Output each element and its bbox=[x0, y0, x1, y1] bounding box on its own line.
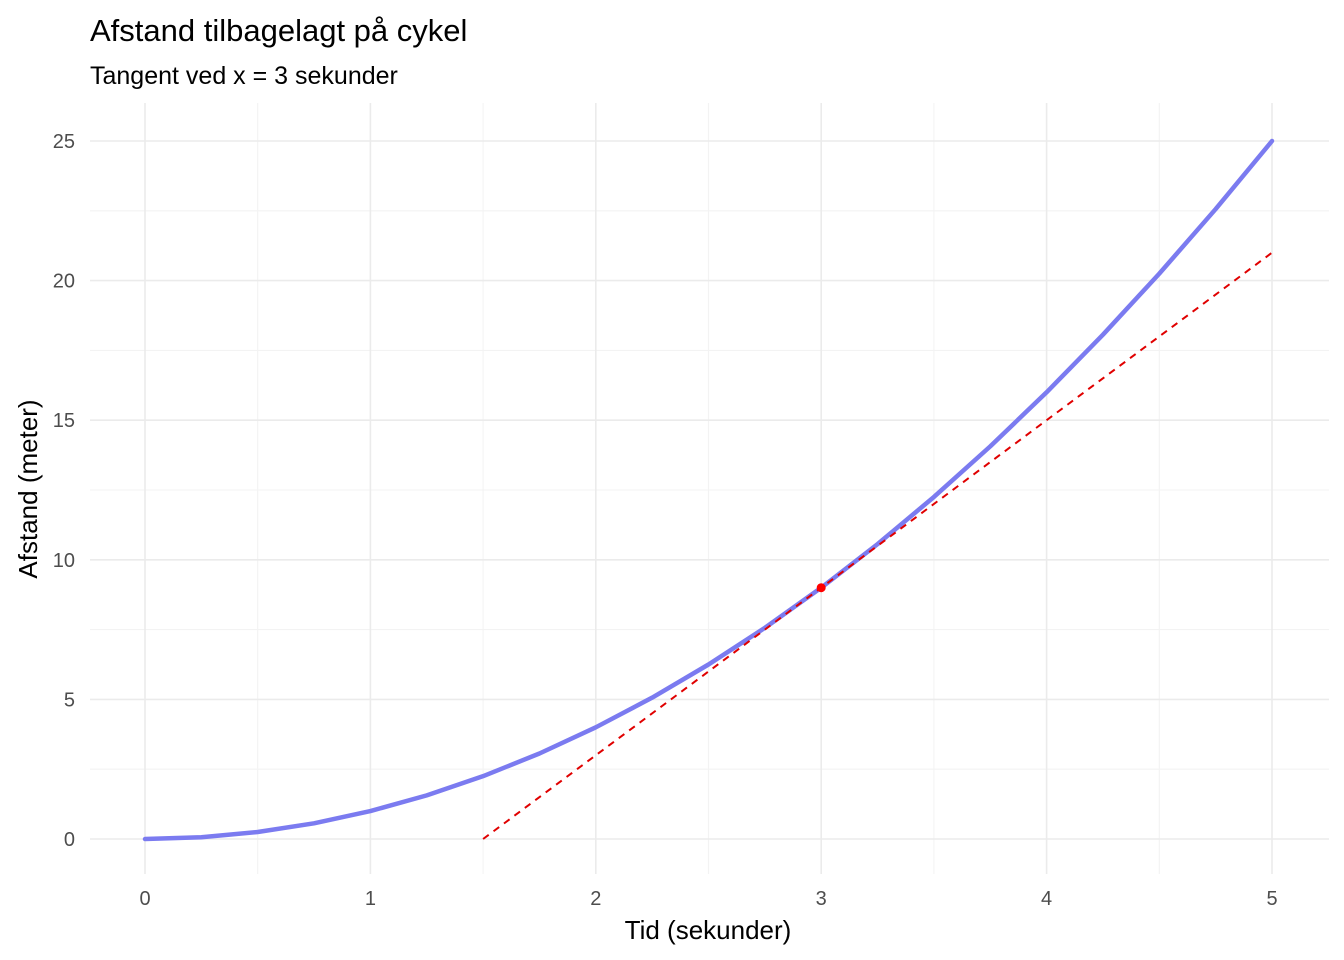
x-tick-label: 1 bbox=[365, 888, 376, 910]
y-tick-label: 20 bbox=[53, 271, 75, 293]
x-tick-label: 5 bbox=[1266, 888, 1277, 910]
y-tick-label: 25 bbox=[53, 131, 75, 153]
chart-subtitle: Tangent ved x = 3 sekunder bbox=[90, 62, 398, 90]
chart-title: Afstand tilbagelagt på cykel bbox=[90, 13, 467, 48]
tangent-point bbox=[816, 583, 826, 593]
tangent-line bbox=[482, 251, 1273, 840]
x-tick-label: 4 bbox=[1041, 888, 1052, 910]
chart-marks bbox=[142, 138, 1275, 842]
y-tick-label: 10 bbox=[53, 550, 75, 572]
x-tick-label: 3 bbox=[816, 888, 827, 910]
x-tick-label: 2 bbox=[590, 888, 601, 910]
distance-curve bbox=[142, 138, 1275, 842]
x-axis-title: Tid (sekunder) bbox=[625, 915, 792, 945]
y-tick-label: 15 bbox=[53, 410, 75, 432]
axis-ticks: 0 1 2 3 4 5 0 5 10 15 20 25 bbox=[53, 131, 1278, 910]
x-tick-label: 0 bbox=[139, 888, 150, 910]
y-tick-label: 5 bbox=[64, 689, 75, 711]
y-tick-label: 0 bbox=[64, 829, 75, 851]
grid bbox=[90, 103, 1329, 874]
y-axis-title: Afstand (meter) bbox=[13, 399, 43, 578]
